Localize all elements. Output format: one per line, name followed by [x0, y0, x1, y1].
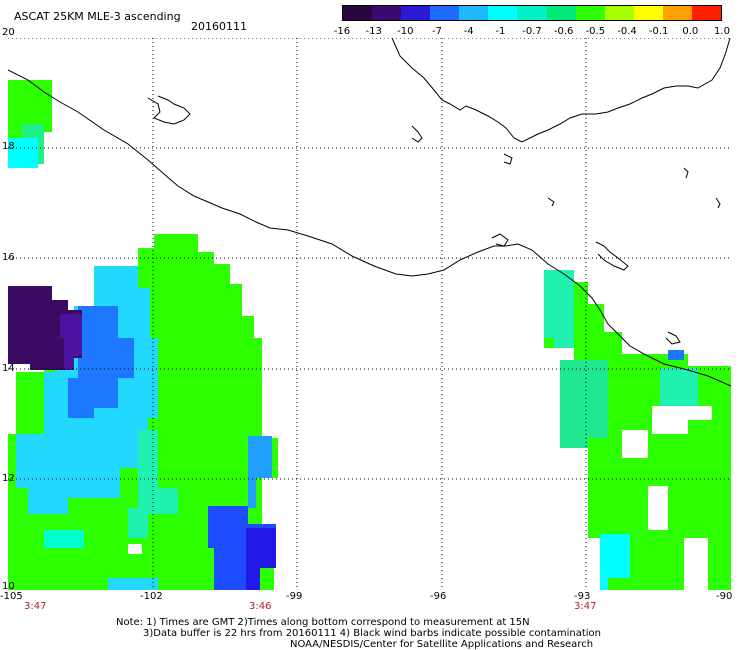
time-label-2: 3:46: [249, 601, 272, 612]
color-scale-segment: [662, 6, 692, 20]
color-scale-label: -16: [333, 26, 351, 37]
color-scale-label: -7: [432, 26, 442, 37]
color-scale-segment: [459, 6, 489, 20]
wind-data-swath-west: [8, 80, 278, 590]
color-scale-segment: [604, 6, 634, 20]
color-scale-label: -0.7: [522, 26, 542, 37]
product-title: ASCAT 25KM MLE-3 ascending: [14, 10, 181, 23]
note-line-1: Note: 1) Times are GMT 2)Times along bot…: [116, 617, 530, 628]
time-label-1: 3:47: [24, 601, 47, 612]
color-scale-label: -10: [397, 26, 414, 37]
lat-label-10: 10: [2, 581, 15, 592]
color-scale-segment: [372, 6, 402, 20]
color-scale-segment: [343, 6, 373, 20]
color-scale-label: 0.0: [682, 26, 699, 37]
color-scale-segment: [546, 6, 576, 20]
lat-label-14: 14: [2, 363, 15, 374]
color-scale-segment: [430, 6, 460, 20]
lon-label-93: -93: [574, 591, 591, 602]
lat-label-20: 20: [2, 27, 15, 38]
map-panel: [8, 38, 731, 590]
color-scale-label: -0.4: [617, 26, 637, 37]
color-scale-segment: [691, 6, 722, 20]
lon-label-96: -96: [430, 591, 447, 602]
color-scale-segment: [575, 6, 605, 20]
wind-data-swath-east: [544, 270, 731, 590]
note-line-2: 3)Data buffer is 22 hrs from 20160111 4)…: [143, 628, 601, 639]
lon-label-102: -102: [140, 591, 163, 602]
color-scale-label: -0.1: [648, 26, 669, 37]
lat-label-12: 12: [2, 473, 15, 484]
color-scale-segment: [488, 6, 518, 20]
color-scale-label: -4: [463, 26, 474, 37]
color-scale-bar: [342, 5, 722, 21]
lat-lon-grid: [8, 38, 731, 590]
color-scale-label: -0.6: [553, 26, 574, 37]
color-scale-label: -0.5: [585, 26, 606, 37]
lat-label-18: 18: [2, 141, 15, 152]
product-date: 20160111: [191, 20, 247, 33]
color-scale-segment: [517, 6, 547, 20]
color-scale-segment: [633, 6, 663, 20]
note-line-3: NOAA/NESDIS/Center for Satellite Applica…: [290, 639, 594, 650]
color-scale-segment: [401, 6, 431, 20]
lon-label-90: -90: [716, 591, 733, 602]
lon-label-99: -99: [286, 591, 303, 602]
time-label-3: 3:47: [574, 601, 597, 612]
lon-label-105: -105: [0, 591, 23, 602]
color-scale-label: -13: [365, 26, 382, 37]
coastline: [8, 38, 731, 387]
color-scale-label: 1.0: [714, 26, 730, 37]
color-scale-label: -1: [495, 26, 506, 37]
lat-label-16: 16: [2, 252, 15, 263]
